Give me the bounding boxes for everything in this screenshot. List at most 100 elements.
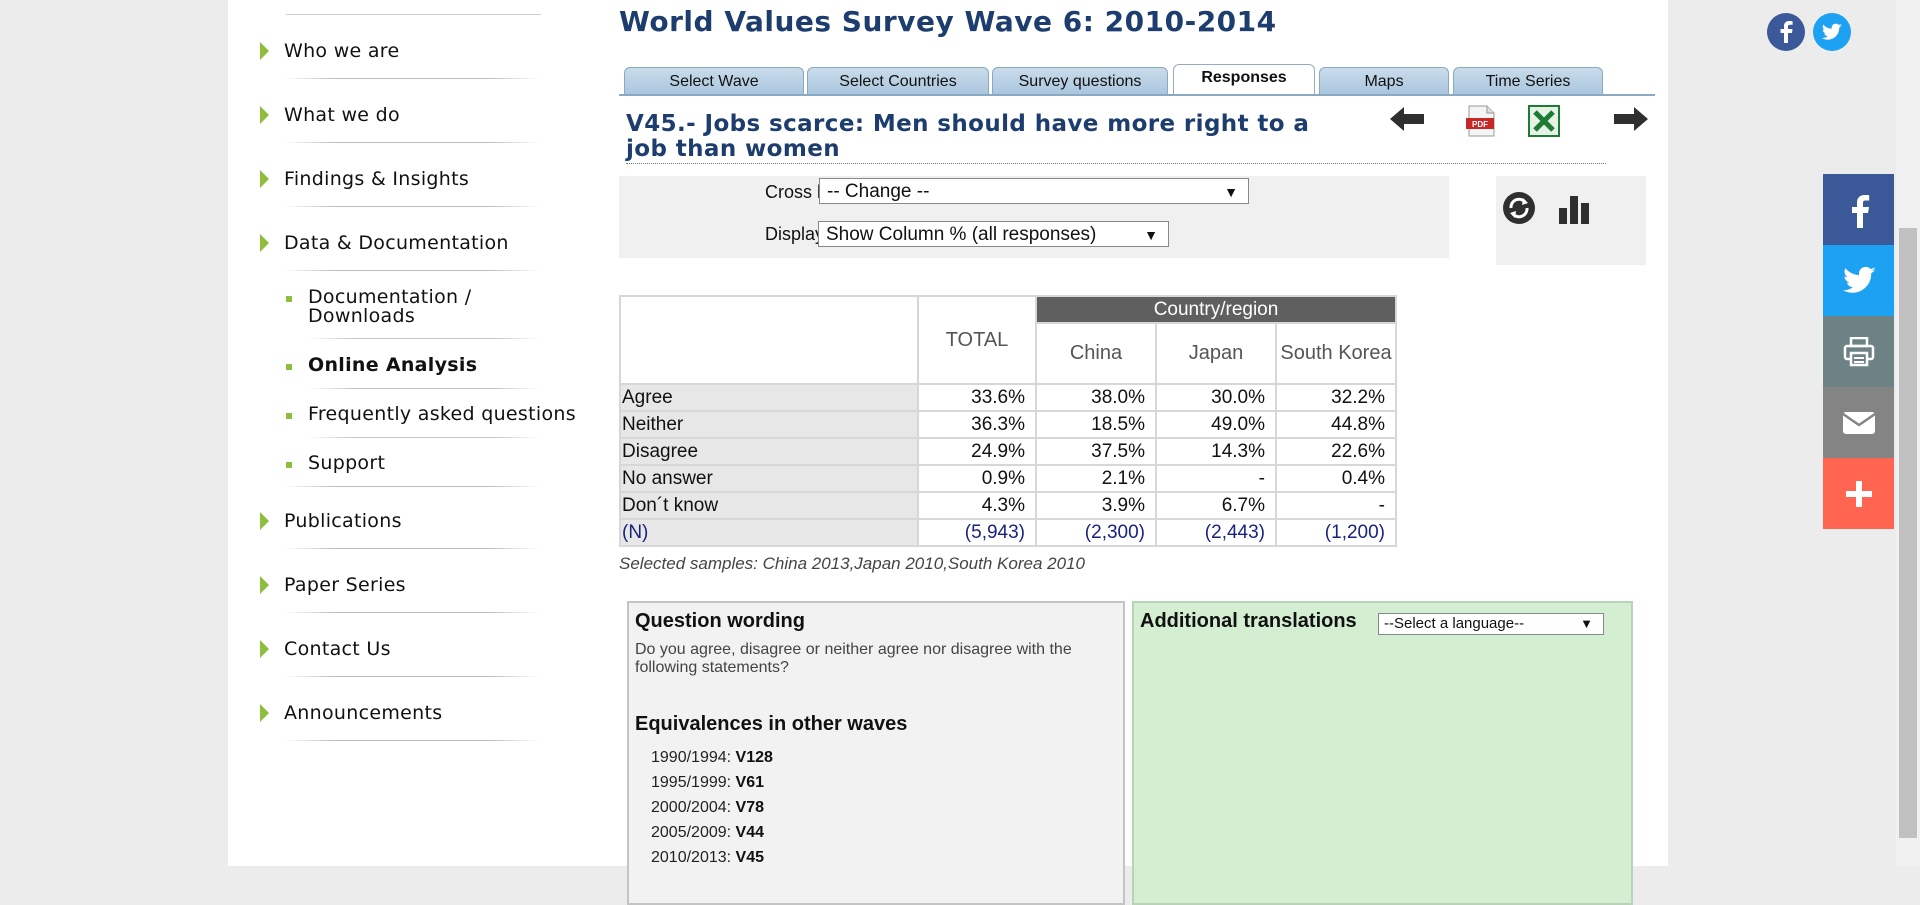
refresh-icon[interactable] (1501, 190, 1537, 226)
bar-chart-icon[interactable] (1556, 190, 1592, 226)
page-title: World Values Survey Wave 6: 2010-2014 (619, 5, 1277, 38)
table-cell: 38.0% (1035, 383, 1157, 412)
row-label: No answer (619, 464, 919, 493)
table-cell: 2.1% (1035, 464, 1157, 493)
nav-divider (284, 548, 540, 549)
equivalence-item: 1990/1994: V128 (651, 749, 773, 766)
table-cell: 24.9% (917, 437, 1037, 466)
bullet-icon (286, 296, 292, 302)
sidebar-item-contact-us[interactable]: Contact Us (260, 636, 540, 676)
nav-divider (308, 338, 540, 339)
arrow-right-icon[interactable] (1610, 104, 1650, 134)
bullet-icon (286, 364, 292, 370)
tab-responses[interactable]: Responses (1173, 64, 1315, 96)
controls-panel: Cross by -- Change -- ▼ Display Show Col… (619, 176, 1449, 258)
twitter-icon (1842, 266, 1876, 293)
table-cell: (2,443) (1155, 518, 1277, 547)
chevron-right-icon (260, 704, 269, 722)
table-cell: (1,200) (1275, 518, 1397, 547)
nav-divider (284, 270, 540, 271)
selected-samples-note: Selected samples: China 2013,Japan 2010,… (619, 554, 1085, 573)
nav-divider (284, 612, 540, 613)
facebook-icon[interactable] (1767, 13, 1805, 51)
tab-select-countries[interactable]: Select Countries (807, 67, 989, 96)
nav-divider (284, 78, 540, 79)
equivalences-heading: Equivalences in other waves (635, 713, 908, 735)
nav-divider (308, 437, 540, 438)
table-cell: 33.6% (917, 383, 1037, 412)
chevron-right-icon (260, 106, 269, 124)
row-label: Neither (619, 410, 919, 439)
sidebar-item-announcements[interactable]: Announcements (260, 700, 540, 740)
page-container: Who we are What we do Findings & Insight… (228, 0, 1668, 905)
country-header: Japan (1155, 322, 1277, 385)
email-share-button[interactable] (1823, 387, 1894, 458)
scrollbar-thumb[interactable] (1899, 228, 1917, 838)
tab-maps[interactable]: Maps (1319, 67, 1449, 96)
excel-icon[interactable] (1527, 104, 1561, 138)
row-label: Disagree (619, 437, 919, 466)
print-icon (1843, 336, 1874, 366)
nav-divider (284, 486, 540, 487)
question-title: V45.- Jobs scarce: Men should have more … (626, 111, 1310, 162)
tab-time-series[interactable]: Time Series (1453, 67, 1603, 96)
plus-icon (1845, 480, 1872, 507)
sidebar-item-what-we-do[interactable]: What we do (260, 102, 540, 142)
tab-underline (619, 94, 1655, 96)
print-share-button[interactable] (1823, 316, 1894, 387)
translations-panel: Additional translations --Select a langu… (1132, 601, 1633, 905)
chevron-right-icon (260, 576, 269, 594)
facebook-icon (1851, 194, 1869, 228)
table-cell: - (1275, 491, 1397, 520)
dropdown-caret-icon: ▼ (1224, 184, 1238, 200)
page-scrollbar[interactable] (1896, 0, 1920, 866)
table-cell: 18.5% (1035, 410, 1157, 439)
equivalence-item: 1995/1999: V61 (651, 774, 764, 791)
twitter-icon[interactable] (1813, 13, 1851, 51)
chevron-right-icon (260, 170, 269, 188)
table-cell: 22.6% (1275, 437, 1397, 466)
language-select[interactable]: --Select a language-- ▼ (1378, 613, 1604, 635)
table-row-n: (N) (5,943) (2,300) (2,443) (1,200) (619, 518, 1397, 547)
table-row: No answer 0.9% 2.1% - 0.4% (619, 464, 1397, 493)
svg-text:PDF: PDF (1472, 120, 1488, 129)
table-cell: 0.9% (917, 464, 1037, 493)
arrow-left-icon[interactable] (1388, 104, 1428, 134)
display-select[interactable]: Show Column % (all responses) ▼ (818, 221, 1169, 247)
cross-by-label: Cross by (765, 182, 837, 202)
table-cell: 0.4% (1275, 464, 1397, 493)
table-row: Agree 33.6% 38.0% 30.0% 32.2% (619, 383, 1397, 412)
table-cell: 37.5% (1035, 437, 1157, 466)
table-row: Don´t know 4.3% 3.9% 6.7% - (619, 491, 1397, 520)
country-region-header: Country/region (1035, 294, 1397, 325)
chevron-right-icon (260, 512, 269, 530)
table-cell: 30.0% (1155, 383, 1277, 412)
nav-divider (284, 740, 540, 741)
row-label: Agree (619, 383, 919, 412)
table-corner (619, 295, 919, 385)
equivalence-item: 2010/2013: V45 (651, 849, 764, 866)
nav-divider (284, 206, 540, 207)
tab-bar: Select Wave Select Countries Survey ques… (619, 64, 1655, 96)
sidebar-item-who-we-are[interactable]: Who we are (260, 38, 540, 78)
sidebar-item-publications[interactable]: Publications (260, 508, 540, 548)
more-share-button[interactable] (1823, 458, 1894, 529)
table-cell: 36.3% (917, 410, 1037, 439)
bullet-icon (286, 462, 292, 468)
sidebar-item-findings[interactable]: Findings & Insights (260, 166, 540, 206)
tab-select-wave[interactable]: Select Wave (624, 67, 804, 96)
table-cell: 32.2% (1275, 383, 1397, 412)
twitter-share-button[interactable] (1823, 245, 1894, 316)
nav-divider (286, 14, 541, 15)
pdf-icon[interactable]: PDF (1464, 104, 1498, 138)
country-header: South Korea (1275, 322, 1397, 385)
tab-survey-questions[interactable]: Survey questions (992, 67, 1168, 96)
cross-by-select[interactable]: -- Change -- ▼ (819, 178, 1249, 204)
equivalence-item: 2005/2009: V44 (651, 824, 764, 841)
facebook-share-button[interactable] (1823, 174, 1894, 245)
table-cell: 49.0% (1155, 410, 1277, 439)
sidebar-item-data-documentation[interactable]: Data & Documentation (260, 230, 540, 270)
sidebar-item-paper-series[interactable]: Paper Series (260, 572, 540, 612)
title-divider (626, 163, 1606, 164)
table-cell: 44.8% (1275, 410, 1397, 439)
